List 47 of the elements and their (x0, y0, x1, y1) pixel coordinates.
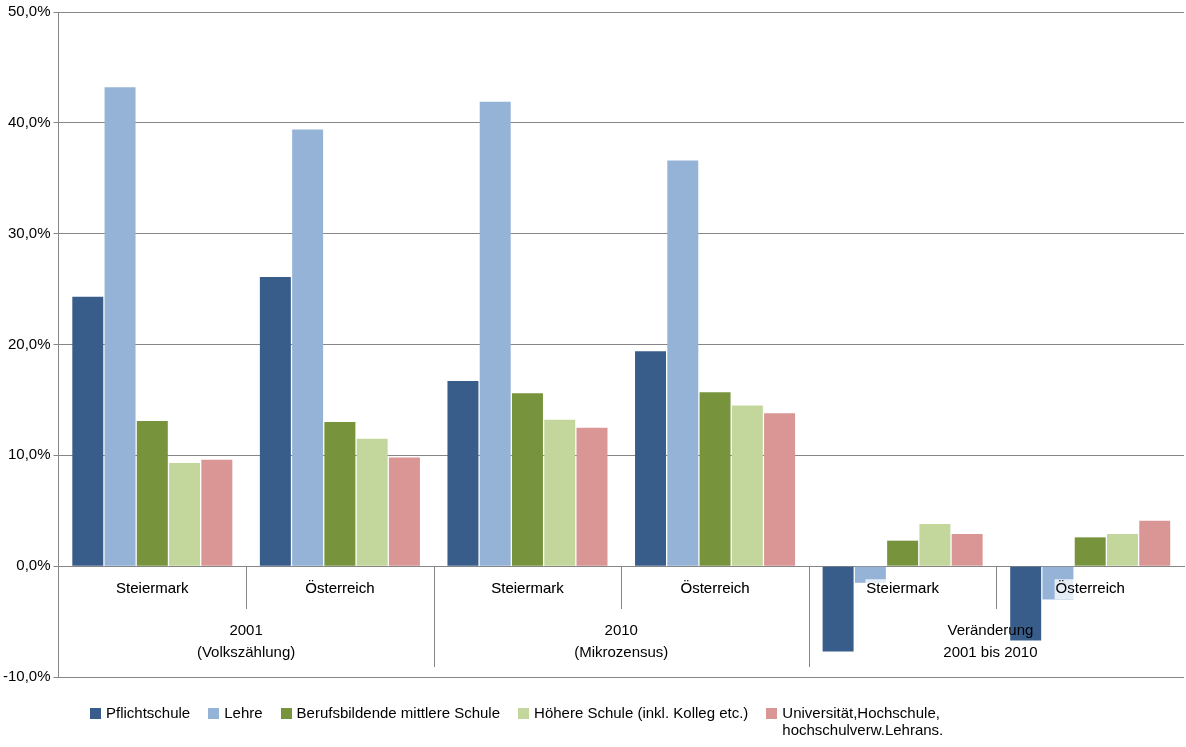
annotation: 2010 (Mikrozensus) (574, 621, 669, 661)
y-tick-label: -10,0% (3, 667, 51, 685)
bar (201, 459, 233, 566)
bar (511, 393, 543, 566)
legend-label: Höhere Schule (inkl. Kolleg etc.) (534, 704, 749, 721)
bar (388, 457, 420, 566)
bar (764, 413, 796, 566)
x-tick-label: Steiermark (491, 579, 565, 597)
bar (356, 438, 388, 566)
bar (1139, 520, 1171, 566)
bar (576, 427, 608, 566)
x-tick-label: Österreich (1055, 579, 1125, 597)
bar (479, 101, 511, 566)
y-tick-label: 0,0% (16, 556, 51, 574)
x-tick-label: Steiermark (116, 579, 190, 597)
x-tick-label: Österreich (680, 579, 750, 597)
bar (951, 534, 983, 566)
bar (169, 463, 201, 566)
legend-label: Berufsbildende mittlere Schule (296, 704, 501, 721)
legend-label: Universität,Hochschule, hochschulverw.Lehrans. (782, 704, 945, 738)
bar (822, 566, 854, 652)
bar (667, 160, 699, 566)
legend-label: Pflichtschule (106, 704, 191, 721)
y-tick-label: 40,0% (7, 112, 51, 130)
x-tick-label: Steiermark (866, 579, 940, 597)
bar (635, 351, 667, 566)
bar (699, 392, 731, 566)
annotation: 2001 (Volkszählung) (196, 621, 296, 661)
bar (292, 129, 324, 566)
bar (259, 276, 291, 566)
bar (731, 405, 763, 566)
bar (887, 540, 919, 566)
bar (919, 524, 951, 566)
bar (324, 422, 356, 566)
bar (104, 87, 136, 566)
y-tick-label: 10,0% (7, 445, 51, 463)
bar (1074, 537, 1106, 566)
bar (1106, 534, 1138, 566)
legend-label: Lehre (224, 704, 263, 721)
x-tick-label: Österreich (305, 579, 375, 597)
bar (544, 419, 576, 566)
y-tick-label: 50,0% (7, 2, 51, 20)
y-tick-label: 20,0% (7, 334, 51, 352)
bar (447, 381, 479, 566)
bar (72, 296, 104, 566)
y-tick-label: 30,0% (7, 223, 51, 241)
bar (136, 420, 168, 566)
